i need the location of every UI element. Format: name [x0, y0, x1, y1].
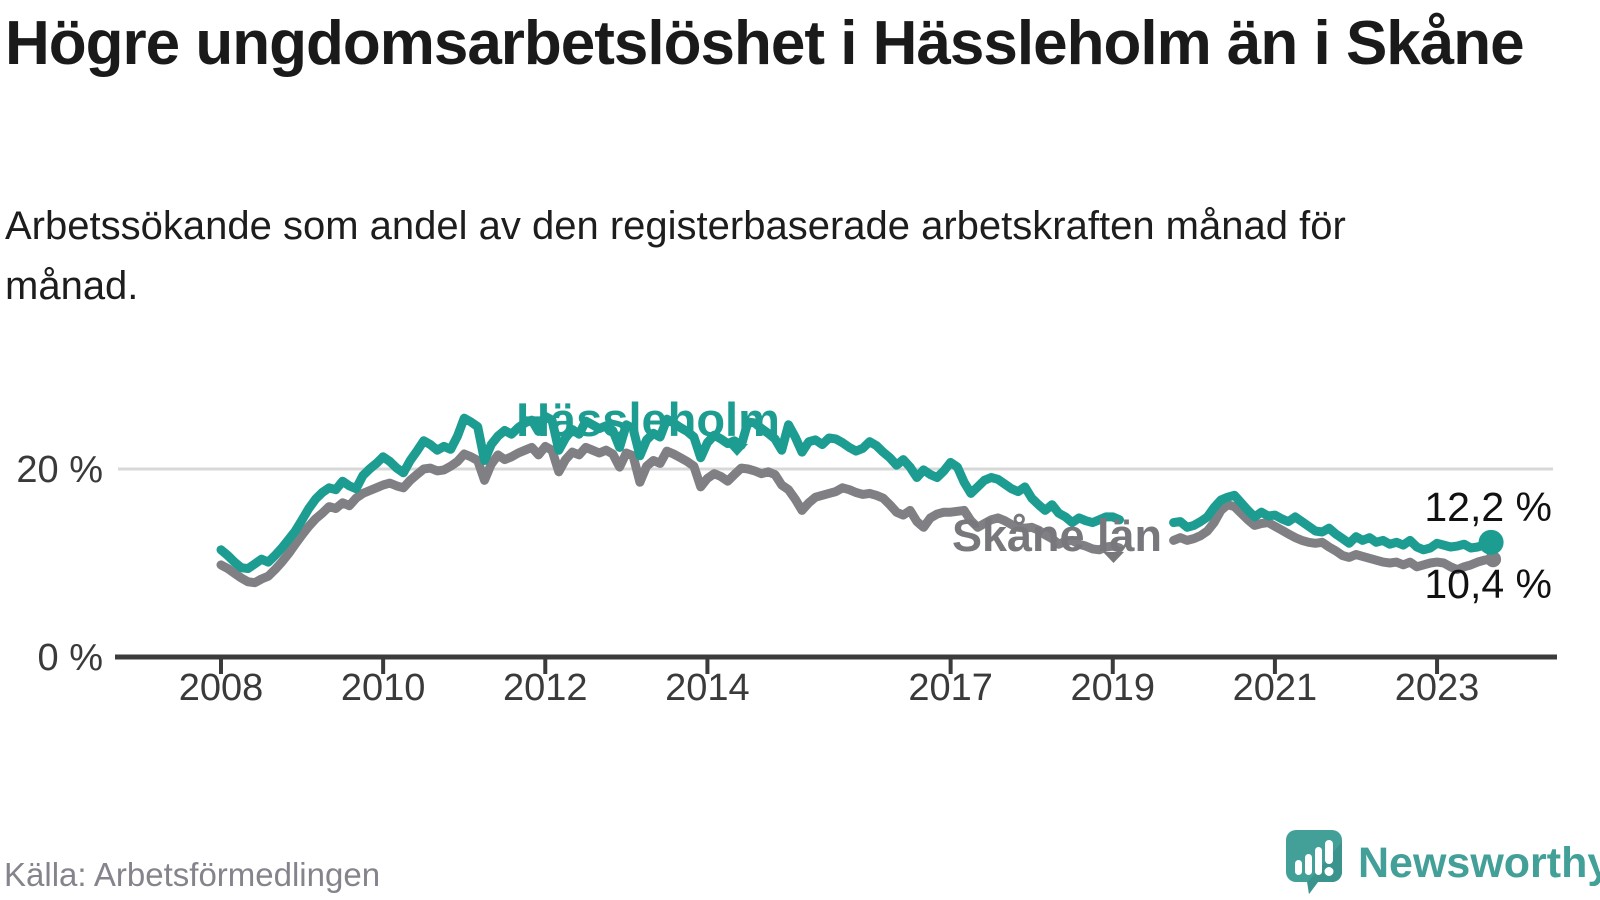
newsworthy-logo: Newsworthy	[1286, 830, 1600, 896]
chart-subtitle: Arbetssökande som andel av den registerb…	[5, 204, 1346, 308]
x-axis-tick-label: 2023	[1395, 667, 1480, 709]
hassleholm-end-dot	[1478, 529, 1504, 555]
hassleholm-line-series	[216, 411, 1496, 574]
x-axis-tick-label: 2012	[503, 667, 588, 709]
x-axis-tick-label: 2010	[341, 667, 426, 709]
newsworthy-logo-icon	[1286, 830, 1342, 894]
source-credit: Källa: Arbetsförmedlingen	[4, 856, 381, 893]
x-axis-tick-label: 2017	[908, 667, 993, 709]
x-axis-tick-label: 2014	[665, 667, 750, 709]
hassleholm-end-value-label: 12,2 %	[1424, 484, 1552, 530]
skane-end-dot	[1485, 551, 1502, 568]
y-axis-tick-label: 20 %	[16, 449, 103, 491]
hassleholm-series-label: Hässleholm	[516, 393, 780, 446]
skane-label-pointer-icon	[1103, 552, 1124, 563]
skane-series-label: Skåne län	[952, 510, 1162, 561]
x-axis-tick-label: 2008	[179, 667, 264, 709]
hassleholm-label-pointer-icon	[726, 444, 748, 456]
x-axis-tick-label: 2019	[1070, 667, 1155, 709]
x-axis-tick-label: 2021	[1233, 667, 1318, 709]
page-title: Högre ungdomsarbetslöshet i Hässleholm ä…	[5, 9, 1525, 78]
y-axis-tick-label: 0 %	[38, 637, 103, 679]
newsworthy-logo-text: Newsworthy	[1358, 838, 1600, 887]
skane-line-series	[216, 441, 1496, 588]
skane-end-value-label: 10,4 %	[1424, 561, 1552, 607]
